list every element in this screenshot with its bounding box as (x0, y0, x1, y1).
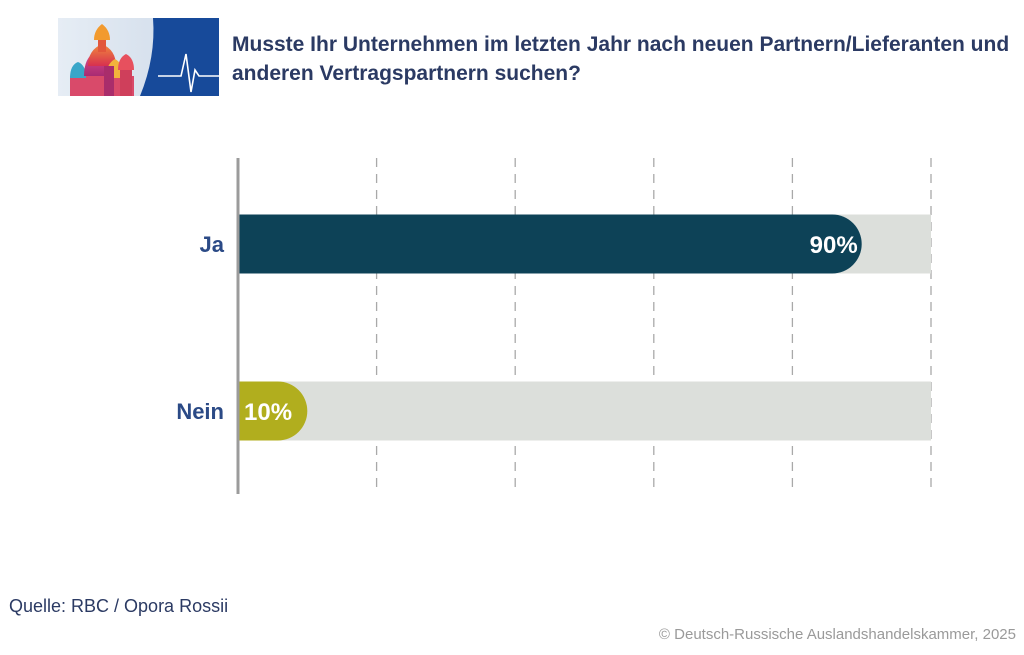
source-note: Quelle: RBC / Opora Rossii (9, 596, 229, 616)
category-label: Nein (176, 399, 224, 424)
chart-title: Musste Ihr Unternehmen im letzten Jahr n… (232, 33, 1010, 85)
value-label: 90% (810, 232, 858, 259)
bars (238, 214, 862, 441)
value-label: 10% (244, 399, 292, 426)
chamber-logo (58, 18, 219, 96)
gridlines (375, 158, 932, 494)
bar-ja (238, 214, 862, 274)
bar-nein (238, 381, 308, 441)
bar-track (238, 381, 931, 441)
bar-chart: Ja 90% Nein 10% (176, 158, 932, 494)
bar-labels: Ja 90% Nein 10% (176, 232, 857, 426)
logo-graphic (58, 18, 219, 96)
copyright-note: © Deutsch-Russische Auslandshandelskamme… (658, 626, 1016, 643)
category-label: Ja (200, 232, 225, 257)
